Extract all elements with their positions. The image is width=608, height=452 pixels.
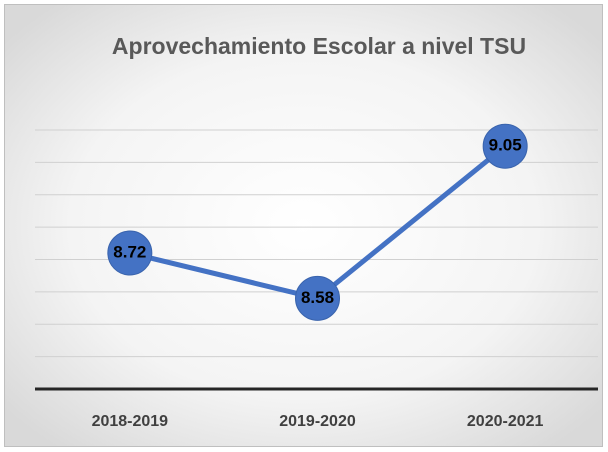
data-label: 9.05 [489,136,522,155]
marker [107,230,153,276]
data-label: 8.72 [113,243,146,262]
data-label: 8.58 [301,288,334,307]
x-tick-label: 2019-2020 [279,413,356,430]
chart-background [4,4,603,447]
x-tick-label: 2018-2019 [92,413,169,430]
marker [295,275,340,321]
x-tick-label: 2020-2021 [467,413,544,430]
chart-title: Aprovechamiento Escolar a nivel TSU [111,33,527,59]
marker [482,123,528,169]
